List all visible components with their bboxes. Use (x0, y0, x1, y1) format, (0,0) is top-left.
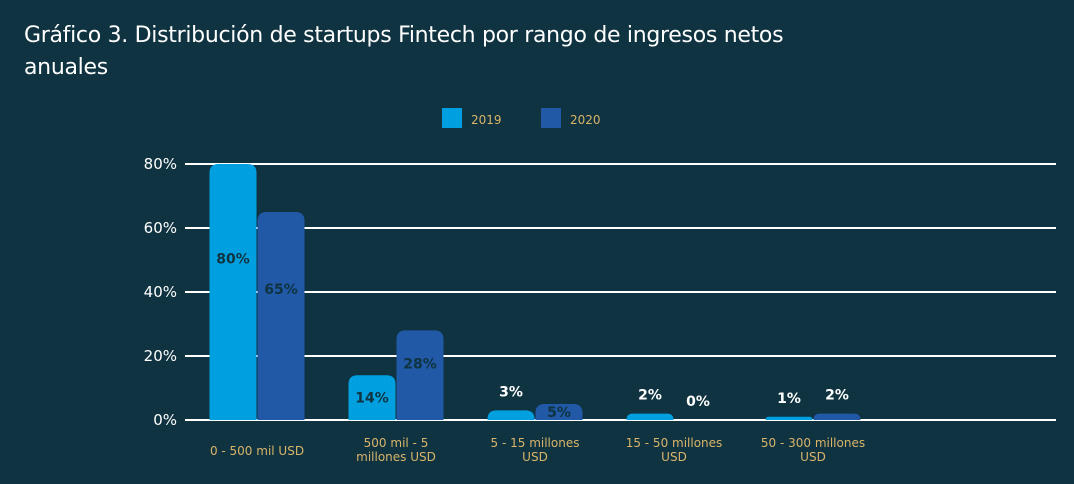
legend-label: 2020 (570, 113, 601, 127)
bar-2020 (257, 212, 305, 420)
legend-swatch-2019 (442, 108, 462, 128)
data-label: 5% (547, 405, 571, 421)
x-category-label: 5 - 15 millones USD (491, 436, 580, 464)
bar-2020 (396, 330, 444, 420)
data-label: 2% (638, 388, 662, 404)
bars (209, 164, 861, 420)
x-category-label: 0 - 500 mil USD (210, 444, 304, 458)
gridlines (185, 163, 1056, 421)
y-tick-label: 60% (144, 219, 177, 237)
data-label: 0% (686, 394, 710, 410)
data-labels: 80% 65% 14% 28% 3% 5% 2% 0% 1% 2% (216, 252, 849, 421)
bar-2020 (535, 404, 583, 420)
y-tick-label: 20% (144, 347, 177, 365)
data-label: 28% (403, 357, 437, 373)
bar-2020 (813, 413, 861, 420)
data-label: 2% (825, 388, 849, 404)
bar-2019 (348, 375, 396, 420)
bar-2019 (209, 164, 257, 420)
bar-2019 (487, 410, 535, 420)
data-label: 3% (499, 384, 523, 400)
chart-title: Gráfico 3. Distribución de startups Fint… (24, 23, 784, 80)
y-tick-label: 0% (153, 411, 177, 429)
data-label: 14% (355, 391, 389, 407)
legend-label: 2019 (471, 113, 502, 127)
bar-2019 (765, 416, 813, 420)
x-category-label: 15 - 50 millones USD (626, 436, 723, 464)
axis-labels: 0% 20% 40% 60% 80% 0 - 500 mil USD 500 mil - 5… (144, 155, 865, 464)
legend-swatch-2020 (541, 108, 561, 128)
x-category-label: 500 mil - 5 millones USD (356, 436, 436, 464)
x-category-label: 50 - 300 millones USD (761, 436, 865, 464)
y-tick-label: 80% (144, 155, 177, 173)
bar-2019 (626, 413, 674, 420)
y-tick-label: 40% (144, 283, 177, 301)
data-label: 80% (216, 252, 250, 268)
data-label: 65% (264, 282, 298, 298)
data-label: 1% (777, 391, 801, 407)
legend: 2019 2020 (442, 108, 601, 128)
